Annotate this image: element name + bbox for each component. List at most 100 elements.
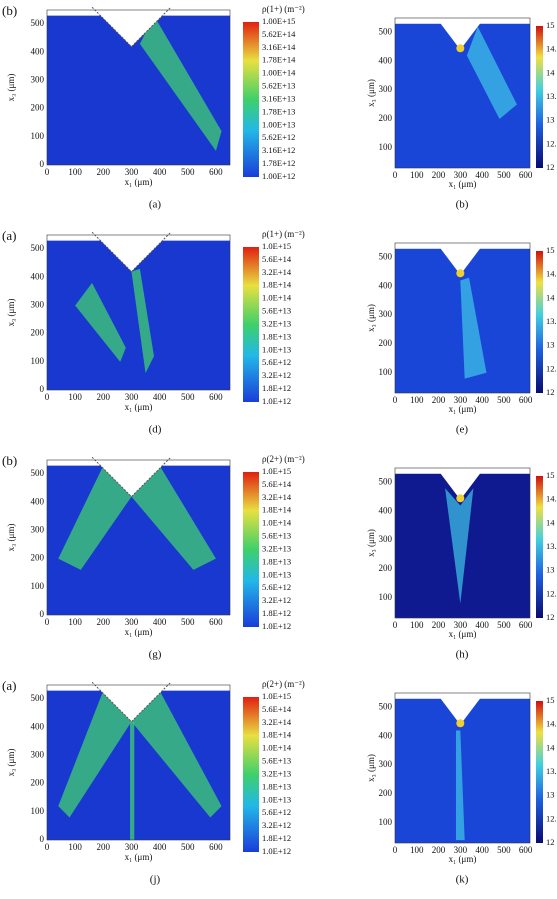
colorbar-label: 14.5 [546, 44, 557, 54]
y-tick-label: 100 [379, 817, 393, 827]
high-density-band [131, 465, 216, 570]
colorbar-label: 1.0E+15 [262, 466, 291, 476]
x-tick-label: 300 [125, 392, 139, 402]
x-tick-label: 200 [432, 845, 446, 855]
colorbar-label: 12.5 [546, 363, 557, 373]
colorbar-label: 12.5 [546, 138, 557, 148]
y-tick-label: 500 [379, 701, 393, 711]
colorbar-label: 14.5 [546, 494, 557, 504]
hot-spot [456, 719, 465, 728]
y-tick-label: 300 [31, 525, 45, 535]
notch [92, 682, 171, 722]
colorbar-label: 3.2E+14 [262, 717, 292, 727]
y-tick-label: 300 [379, 534, 393, 544]
x-tick-label: 400 [475, 170, 489, 180]
colorbar-label: 3.2E+13 [262, 318, 291, 328]
high-density-band [58, 690, 132, 818]
y-tick-label: 400 [31, 496, 45, 506]
colorbar-label: 5.6E+14 [262, 254, 292, 264]
colorbar-label: 1.0E+12 [262, 396, 291, 406]
y-axis-label: x₃ (μm) [6, 299, 16, 327]
x-axis-label: x₁ (μm) [449, 854, 477, 864]
x-tick-label: 0 [393, 620, 398, 630]
x-tick-label: 600 [519, 395, 533, 405]
y-tick-label: 100 [379, 592, 393, 602]
y-tick-label: 100 [31, 581, 45, 591]
x-axis-label: x₁ (μm) [125, 402, 153, 412]
colorbar [536, 476, 543, 618]
high-density-band [131, 690, 222, 818]
y-axis-label: x₃ (μm) [366, 529, 376, 557]
colorbar-label: 12 [546, 387, 555, 397]
x-tick-label: 500 [181, 842, 195, 852]
x-tick-label: 600 [519, 845, 533, 855]
indenter [91, 456, 172, 498]
axes [46, 459, 231, 616]
y-tick-label: 100 [31, 356, 45, 366]
x-tick-label: 400 [153, 617, 167, 627]
y-tick-label: 500 [31, 468, 45, 478]
x-tick-label: 600 [519, 620, 533, 630]
notch [438, 245, 483, 275]
axes [46, 9, 231, 166]
y-tick-label: 500 [31, 693, 45, 703]
colorbar-label: 1.8E+12 [262, 608, 291, 618]
panel-caption: (e) [456, 424, 469, 436]
colorbar-label: 1.0E+15 [262, 691, 291, 701]
colorbar-label: 13.5 [546, 541, 557, 551]
colorbar-label: 1.0E+14 [262, 743, 292, 753]
colorbar [536, 251, 543, 393]
y-axis-label: x₃ (μm) [6, 524, 16, 552]
x-tick-label: 400 [475, 845, 489, 855]
x-tick-label: 100 [68, 167, 82, 177]
colorbar-label: 3.16E+13 [262, 93, 295, 103]
x-tick-label: 600 [209, 392, 223, 402]
y-tick-label: 400 [379, 55, 393, 65]
colorbar-label: 12.5 [546, 813, 557, 823]
x-tick-label: 600 [209, 617, 223, 627]
colorbar-label: 1.78E+14 [262, 55, 296, 65]
colorbar-label: 15 [546, 20, 555, 30]
x-tick-label: 300 [454, 620, 468, 630]
colorbar-label: 5.6E+12 [262, 582, 291, 592]
colorbar-label: 3.2E+14 [262, 267, 292, 277]
axes [46, 234, 231, 391]
y-tick-label: 200 [379, 113, 393, 123]
panel-caption: (a) [149, 199, 162, 211]
notch [92, 232, 171, 272]
x-tick-label: 0 [393, 395, 398, 405]
y-tick-label: 0 [40, 834, 45, 844]
colorbar [243, 22, 259, 177]
high-field [455, 730, 465, 841]
colorbar-label: 1.0E+12 [262, 846, 291, 856]
colorbar-label: 1.00E+15 [262, 16, 295, 26]
colorbar-label: 1.00E+14 [262, 68, 296, 78]
x-tick-label: 600 [209, 167, 223, 177]
colorbar-label: 1.0E+13 [262, 569, 291, 579]
x-tick-label: 300 [125, 617, 139, 627]
colorbar-label: 12.5 [546, 588, 557, 598]
colorbar-label: 15 [546, 470, 555, 480]
x-tick-label: 0 [393, 845, 398, 855]
y-tick-label: 100 [379, 142, 393, 152]
y-tick-label: 500 [31, 18, 45, 28]
notch [438, 695, 483, 725]
colorbar-label: 1.8E+14 [262, 730, 292, 740]
y-tick-label: 100 [31, 131, 45, 141]
y-tick-label: 200 [379, 563, 393, 573]
indenter [91, 231, 172, 273]
axes [394, 242, 531, 394]
colorbar-label: 1.8E+13 [262, 556, 291, 566]
colorbar-title: ρ(1+) (m⁻²) [262, 4, 305, 14]
colorbar [243, 247, 259, 402]
y-axis-label: x₃ (μm) [6, 749, 16, 777]
x-axis-label: x₁ (μm) [449, 404, 477, 414]
x-tick-label: 100 [68, 842, 82, 852]
colorbar-label: 13.5 [546, 766, 557, 776]
x-axis-label: x₁ (μm) [449, 629, 477, 639]
x-tick-label: 400 [475, 395, 489, 405]
notch [438, 470, 483, 500]
x-tick-label: 200 [432, 395, 446, 405]
x-tick-label: 0 [45, 167, 50, 177]
